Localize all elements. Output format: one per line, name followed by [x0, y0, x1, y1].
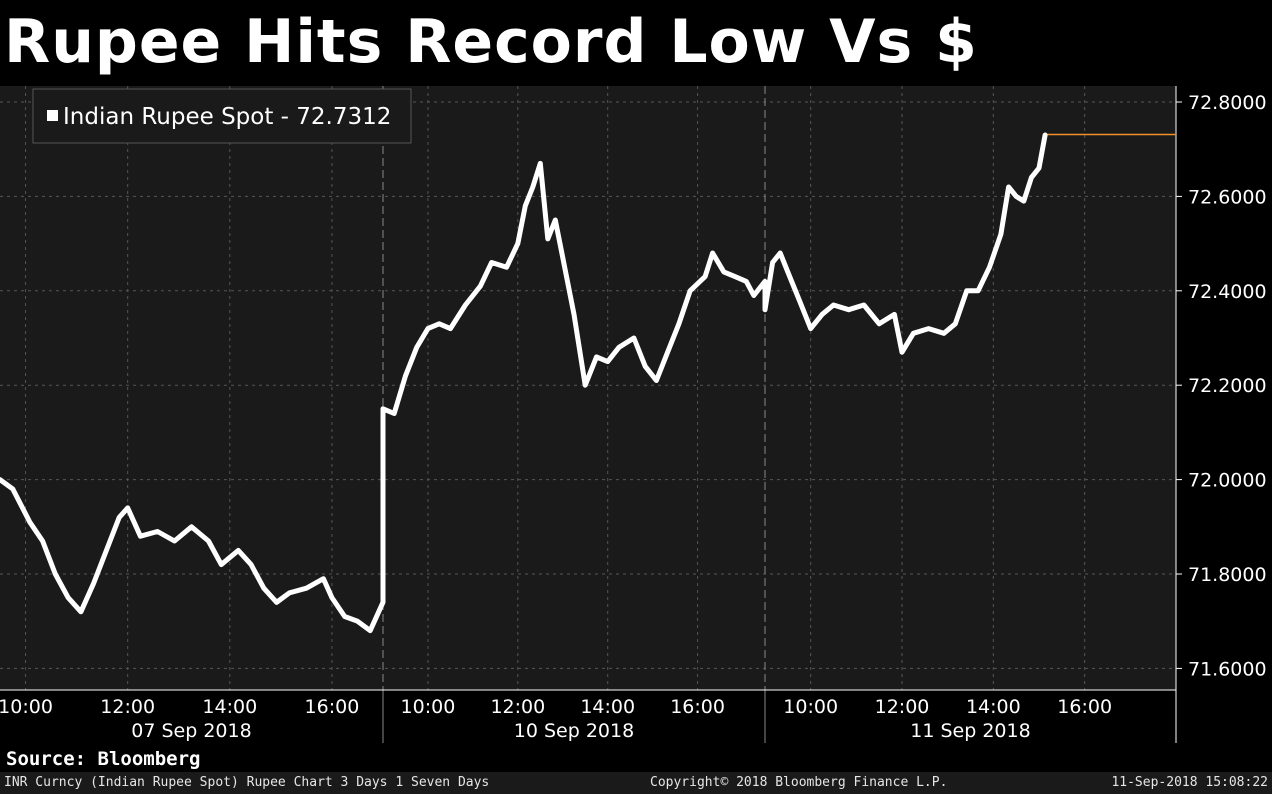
session-date-label: 10 Sep 2018 — [514, 720, 634, 742]
series-line-indian-rupee-spot — [0, 132, 1048, 634]
x-tick-label: 14:00 — [580, 696, 635, 718]
plot-area — [0, 86, 1176, 690]
x-tick-label: 14:00 — [966, 696, 1021, 718]
x-tick-label: 10:00 — [783, 696, 838, 718]
legend-swatch — [47, 110, 58, 121]
y-tick-label: 71.8000 — [1188, 564, 1267, 586]
legend-entry: Indian Rupee Spot - 72.7312 — [63, 104, 391, 130]
x-tick-label: 10:00 — [0, 696, 53, 718]
y-tick-label: 72.0000 — [1188, 470, 1267, 492]
rupee-chart: 72.8000 72.6000 72.4000 72.2000 72.0000 71.80… — [0, 86, 1267, 743]
x-tick-label: 12:00 — [875, 696, 930, 718]
source-label: Source: Bloomberg — [6, 748, 201, 770]
session-date-label: 07 Sep 2018 — [131, 720, 251, 742]
x-tick-label: 12:00 — [100, 696, 155, 718]
footer-copyright: Copyright© 2018 Bloomberg Finance L.P. — [650, 775, 948, 790]
x-tick-label: 12:00 — [490, 696, 545, 718]
y-tick-label: 72.6000 — [1188, 186, 1267, 208]
y-tick-label: 72.2000 — [1188, 375, 1267, 397]
x-tick-label: 16:00 — [1057, 696, 1112, 718]
legend-box — [32, 88, 412, 144]
x-tick-label: 10:00 — [401, 696, 456, 718]
x-tick-label: 14:00 — [202, 696, 257, 718]
footer-description: INR Curncy (Indian Rupee Spot) Rupee Cha… — [4, 775, 490, 790]
footer-bar: INR Curncy (Indian Rupee Spot) Rupee Cha… — [0, 772, 1272, 794]
y-tick-label: 72.4000 — [1188, 281, 1267, 303]
y-tick-label: 71.6000 — [1188, 658, 1267, 680]
footer-timestamp: 11-Sep-2018 15:08:22 — [1111, 775, 1268, 790]
x-tick-label: 16:00 — [305, 696, 360, 718]
session-date-label: 11 Sep 2018 — [910, 720, 1030, 742]
chart-title: Rupee Hits Record Low Vs $ — [4, 7, 978, 77]
y-tick-label: 72.8000 — [1188, 92, 1267, 114]
x-tick-label: 16:00 — [670, 696, 725, 718]
title-bar: Rupee Hits Record Low Vs $ — [0, 0, 1272, 86]
